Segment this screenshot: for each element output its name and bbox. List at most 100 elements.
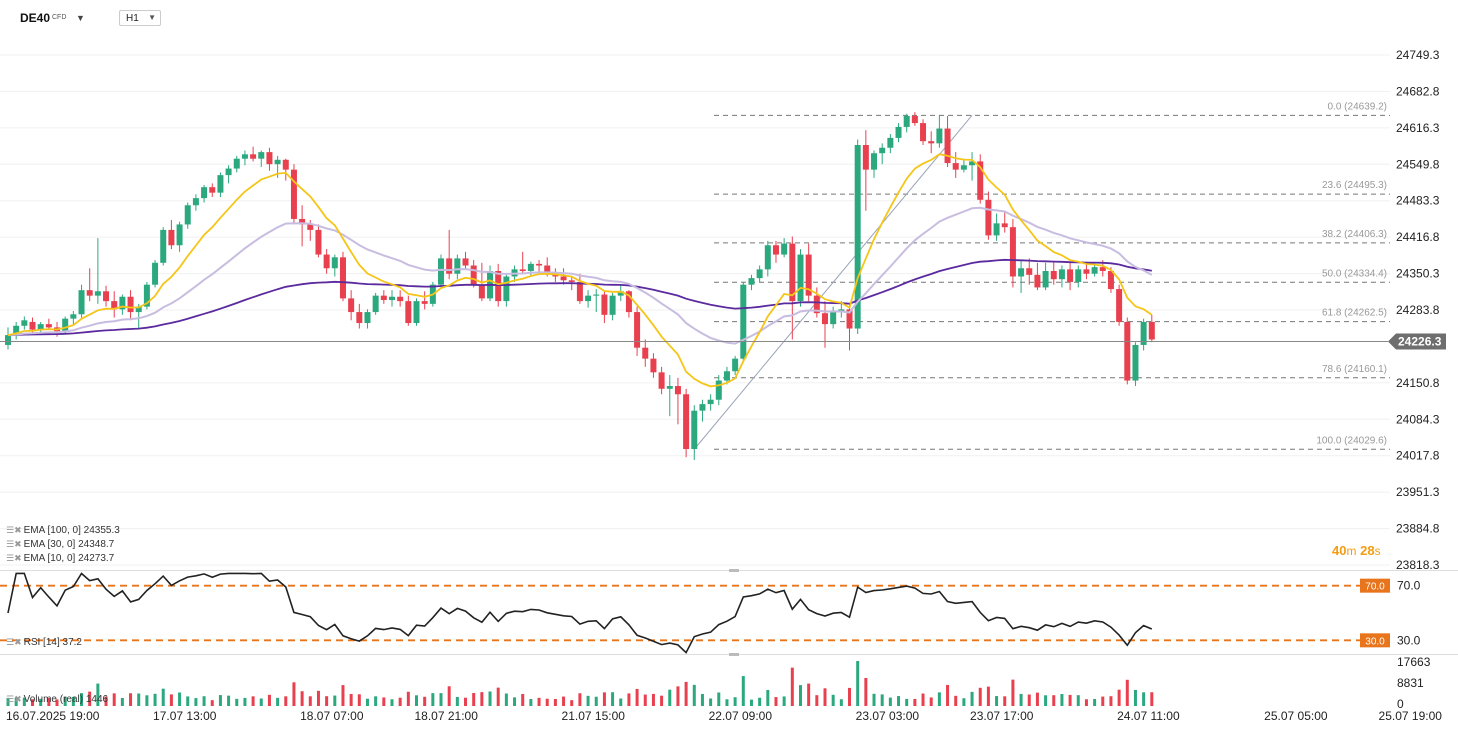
volume-bar [529, 699, 533, 706]
candle-body [217, 175, 224, 193]
volume-bar [1027, 694, 1031, 706]
candle-body [634, 312, 641, 348]
current-price-badge [1388, 333, 1446, 350]
volume-bar [472, 693, 476, 706]
candle-body [388, 296, 395, 301]
volume-bar [161, 688, 165, 706]
candle-body [250, 154, 257, 159]
volume-bar [406, 691, 410, 706]
rsi-level-badge-label: 70.0 [1365, 582, 1385, 593]
candle-body [723, 371, 730, 381]
candle-body [715, 380, 722, 400]
volume-bar [1117, 689, 1121, 706]
candle-body [830, 312, 837, 325]
volume-bar [210, 700, 214, 706]
volume-bar [178, 692, 182, 706]
fibonacci-level-label: 50.0 (24334.4) [1322, 268, 1387, 279]
legend-volume[interactable]: ☰✖ Volume (real) 1446 [6, 694, 109, 705]
candle-body [936, 128, 943, 144]
legend-ema-100[interactable]: ☰✖ EMA [100, 0] 24355.3 [6, 525, 120, 536]
volume-bar [790, 667, 794, 706]
symbol-dropdown-icon[interactable]: ▼ [76, 13, 85, 23]
candle-body [438, 258, 445, 285]
candle-body [560, 276, 567, 281]
candle-body [960, 165, 967, 170]
candle-body [397, 296, 404, 302]
volume-bar [423, 696, 427, 706]
volume-bar [137, 693, 141, 706]
price-tick-label: 24084.3 [1396, 412, 1440, 426]
candle-body [503, 276, 510, 302]
price-tick-label: 24616.3 [1396, 121, 1440, 135]
candle-body [160, 229, 167, 263]
candle-body [1124, 321, 1131, 381]
candle-body [862, 145, 869, 170]
volume-bar [267, 694, 271, 706]
candle-body [29, 321, 36, 330]
volume-tick-label: 17663 [1397, 655, 1431, 669]
candle-body [209, 187, 216, 193]
volume-bar [431, 693, 435, 706]
time-tick-label: 24.07 11:00 [1117, 709, 1180, 723]
volume-bar [782, 696, 786, 706]
volume-bar [218, 695, 222, 706]
ema-line [7, 153, 1153, 388]
timeframe-select[interactable]: H1 ▼ [119, 10, 161, 26]
candle-body [993, 223, 1000, 236]
volume-bar [937, 692, 941, 706]
legend-rsi[interactable]: ☰✖ RSI [14] 37.2 [6, 637, 82, 648]
candle-body [871, 153, 878, 170]
legend-ema-10[interactable]: ☰✖ EMA [10, 0] 24273.7 [6, 553, 115, 564]
volume-bar [619, 698, 623, 706]
volume-bar [374, 696, 378, 706]
volume-bar [700, 694, 704, 706]
candle-body [699, 404, 706, 411]
volume-bar [872, 693, 876, 706]
candle-body [5, 335, 11, 345]
volume-bar [725, 699, 729, 706]
indicator-settings-icon[interactable]: ☰✖ [6, 539, 22, 549]
volume-bar [447, 686, 451, 706]
volume-bar [398, 697, 402, 706]
candle-body [1083, 269, 1090, 274]
candle-body [903, 115, 910, 127]
candle-body [952, 163, 959, 170]
candle-body [470, 265, 477, 285]
volume-bar [986, 686, 990, 706]
candle-body [527, 263, 534, 271]
volume-bar [521, 694, 525, 706]
fibonacci-level-label: 100.0 (24029.6) [1316, 435, 1387, 446]
volume-bar [643, 694, 647, 706]
candle-body [462, 258, 469, 266]
candle-body [176, 224, 183, 246]
timeframe-value: H1 [126, 13, 139, 24]
volume-bar [1093, 698, 1097, 706]
volume-bar [47, 697, 51, 706]
candle-body [119, 296, 126, 310]
candle-body [617, 291, 624, 296]
candle-body [944, 128, 951, 164]
symbol-name[interactable]: DE40 [20, 11, 51, 25]
indicator-settings-icon[interactable]: ☰✖ [6, 525, 22, 535]
volume-bar [1003, 696, 1007, 706]
candle-body [1148, 321, 1155, 340]
candle-body [1050, 270, 1057, 280]
candle-body [895, 126, 902, 138]
volume-bar [439, 693, 443, 706]
indicator-settings-icon[interactable]: ☰✖ [6, 553, 22, 563]
candle-body [274, 159, 281, 165]
candle-body [184, 205, 191, 225]
volume-bar [104, 696, 108, 706]
volume-bar [611, 692, 615, 706]
volume-bar [880, 694, 884, 706]
volume-bar [774, 697, 778, 706]
volume-bar [71, 696, 75, 706]
legend-ema-30[interactable]: ☰✖ EMA [30, 0] 24348.7 [6, 539, 115, 550]
price-tick-label: 24749.3 [1396, 48, 1440, 62]
indicator-settings-icon[interactable]: ☰✖ [6, 637, 22, 647]
volume-bar [496, 687, 500, 706]
indicator-settings-icon[interactable]: ☰✖ [6, 694, 22, 704]
volume-bar [31, 699, 35, 706]
volume-bar [995, 696, 999, 706]
